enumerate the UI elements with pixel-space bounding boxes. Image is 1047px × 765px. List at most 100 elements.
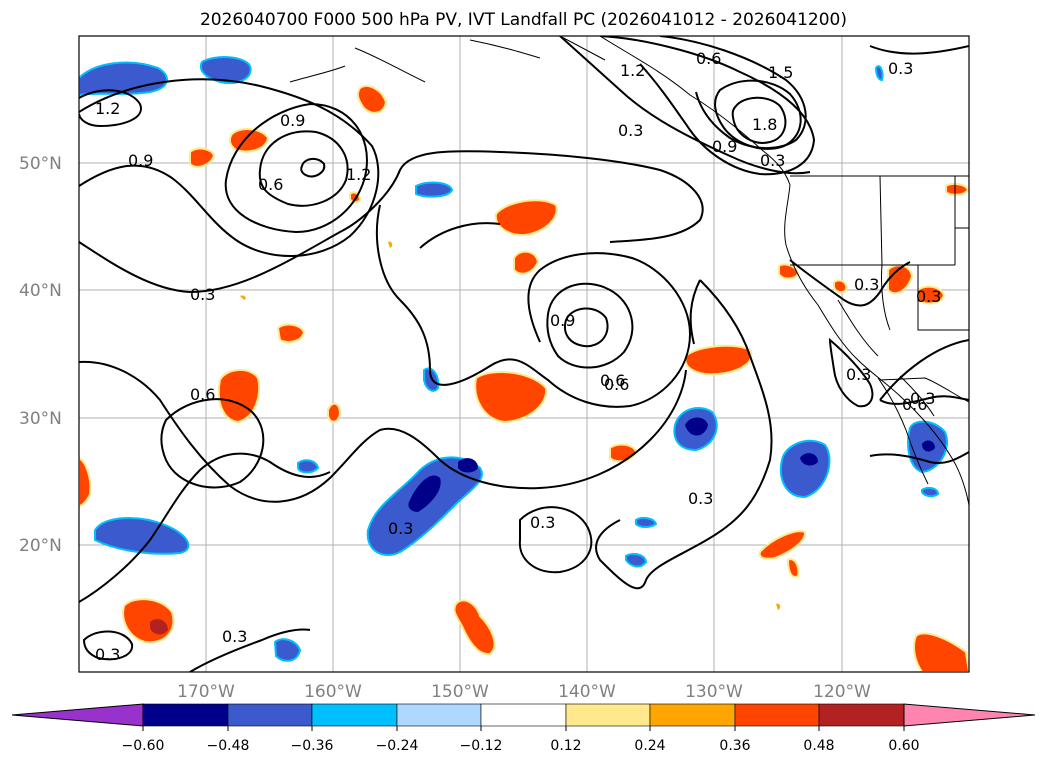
pos-blob-23 — [79, 456, 92, 508]
lon-label-130w: 130°W — [685, 682, 743, 702]
neg-blob-east — [780, 439, 831, 499]
contour-label-1: 1.2 — [95, 99, 120, 118]
contour-south-loop — [160, 398, 265, 489]
state-borders — [790, 175, 969, 357]
pos-blob-19 — [786, 558, 800, 578]
cb-label-3: −0.36 — [291, 738, 334, 754]
contour-central-core — [564, 307, 609, 348]
map-background — [79, 36, 969, 672]
longitude-labels: 170°W 160°W 150°W 140°W 130°W 120°W — [177, 682, 871, 702]
pos-blob-5 — [494, 199, 558, 237]
contour-label-8: 0.3 — [222, 627, 247, 646]
contour-label-10: 0.6 — [604, 375, 629, 394]
lon-label-150w: 150°W — [431, 682, 489, 702]
colorbar-bin-6 — [565, 703, 651, 727]
pos-blob-22 — [913, 632, 969, 672]
cb-label-9: 0.48 — [803, 738, 834, 754]
contour-labels: 1.2 0.9 0.6 0.3 0.9 1.2 0.6 0.3 0.3 0.6 … — [95, 49, 941, 664]
contour-label-2: 0.9 — [128, 151, 153, 170]
contour-label-3: 0.6 — [258, 175, 283, 194]
contour-southcentral — [518, 506, 593, 574]
neg-blob-small3 — [635, 516, 658, 528]
alaska-islands — [289, 36, 606, 83]
cb-label-5: −0.12 — [460, 738, 503, 754]
contour-ne-right — [869, 45, 969, 55]
lon-label-140w: 140°W — [558, 682, 616, 702]
lon-label-160w: 160°W — [304, 682, 362, 702]
contour-label-17: 0.3 — [854, 275, 879, 294]
contour-label-27: 0.3 — [916, 287, 941, 306]
contour-west-0.3 — [79, 150, 704, 294]
pos-blob-14 — [833, 279, 848, 294]
colorbar-bin-4 — [396, 703, 482, 727]
pos-blob-3 — [189, 147, 216, 168]
map-frame — [78, 35, 970, 673]
lon-label-120w: 120°W — [813, 682, 871, 702]
contour-label-12: 0.9 — [550, 311, 575, 330]
contour-se-0.3 — [869, 451, 969, 464]
colorbar-bin-1 — [142, 703, 229, 727]
lon-label-170w: 170°W — [177, 682, 235, 702]
contour-label-4: 0.3 — [190, 285, 215, 304]
cb-label-7: 0.24 — [634, 738, 665, 754]
contour-n-0.3 — [559, 36, 811, 175]
cb-label-6: 0.12 — [550, 738, 581, 754]
latitude-labels: 20°N 30°N 40°N 50°N — [19, 154, 62, 556]
neg-blob-sw — [94, 517, 190, 555]
pos-blob-10 — [474, 371, 548, 424]
cb-label-10: 0.60 — [888, 738, 919, 754]
contour-label-25: 0.3 — [888, 59, 913, 78]
contour-east-0.3-b — [689, 259, 911, 345]
contour-central-inner — [546, 282, 634, 369]
contour-label-7: 0.6 — [190, 385, 215, 404]
neg-blob-small6 — [874, 65, 884, 82]
pos-blob-6 — [513, 250, 540, 275]
contour-label-13: 0.6 — [600, 371, 625, 390]
contour-label-24: 0.3 — [760, 151, 785, 170]
neg-blob-small4 — [625, 553, 648, 568]
lat-label-40n: 40°N — [19, 281, 62, 301]
colorbar: −0.60 −0.48 −0.36 −0.24 −0.12 0.12 0.24 … — [11, 703, 1036, 754]
contour-ne-outer — [599, 36, 816, 176]
colorbar-arrow-right — [903, 703, 1036, 727]
pos-blob-1 — [356, 84, 388, 114]
pv-contours — [79, 36, 969, 672]
contour-east-0.6 — [879, 339, 969, 405]
contour-bottom-0.3 — [189, 628, 311, 672]
colorbar-arrow-left — [11, 703, 144, 727]
contour-ne-inner — [731, 96, 787, 144]
contour-label-18: 0.3 — [846, 365, 871, 384]
pos-blob-20-core — [150, 619, 168, 635]
pos-blob-16 — [917, 285, 946, 305]
colorbar-bin-2 — [227, 703, 313, 727]
neg-blob-small5 — [921, 486, 940, 498]
cb-label-4: −0.24 — [376, 738, 419, 754]
pos-blob-26 — [776, 603, 781, 610]
cb-label-2: −0.48 — [207, 738, 250, 754]
contour-label-6: 1.2 — [346, 165, 371, 184]
contour-label-15: 0.3 — [388, 519, 413, 538]
colorbar-bin-5 — [480, 703, 567, 727]
colorbar-bin-7 — [649, 703, 736, 727]
contour-label-28: 0.3 — [910, 389, 935, 408]
map-title: 2026040700 F000 500 hPa PV, IVT Landfall… — [199, 10, 847, 30]
contour-label-5: 0.9 — [280, 111, 305, 130]
pos-blob-7 — [276, 323, 306, 343]
pos-blob-25 — [240, 295, 246, 300]
cb-label-8: 0.36 — [719, 738, 750, 754]
contour-sw-small — [82, 630, 134, 661]
contour-label-22: 1.2 — [620, 61, 645, 80]
contour-label-23: 0.9 — [712, 137, 737, 156]
neg-blob-coast-core — [922, 440, 935, 452]
contour-central-outer — [375, 204, 692, 408]
contour-label-19: 0.6 — [902, 395, 927, 414]
contour-nw-core — [300, 158, 326, 178]
contour-label-16: 0.3 — [618, 121, 643, 140]
contour-northwest-loop — [79, 89, 142, 128]
lat-label-50n: 50°N — [19, 154, 62, 174]
contour-label-26: 0.6 — [696, 49, 721, 68]
neg-blob-small7 — [273, 638, 302, 662]
lat-label-30n: 30°N — [19, 409, 62, 429]
neg-blob-small2 — [297, 459, 320, 474]
cb-label-1: −0.60 — [122, 738, 165, 754]
